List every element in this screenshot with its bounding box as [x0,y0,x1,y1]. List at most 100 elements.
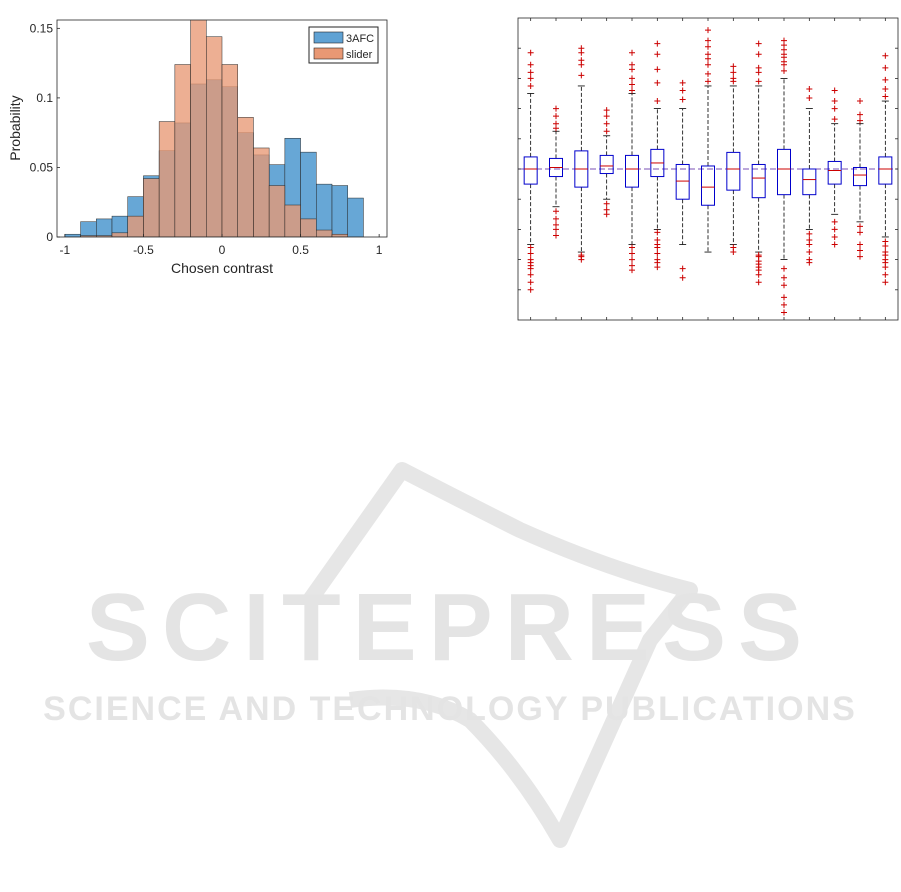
boxplot-outlier [806,241,813,248]
watermark-book-logo [303,462,698,848]
boxplot-outlier [603,211,610,218]
boxplot-outlier [654,98,661,105]
boxplot-outlier [882,279,889,286]
histogram-y-tick-label: 0.1 [36,91,53,105]
boxplot-outlier [705,27,711,34]
boxplot-outlier [527,82,534,89]
boxplot-outlier [553,226,559,233]
histogram-bar-slider-13 [268,185,286,237]
boxplot-outlier [527,271,534,278]
boxplot-outlier [882,271,889,278]
boxplot-outlier [705,37,711,44]
histogram-bar-3afc-16 [316,183,333,237]
boxplot-outlier [679,274,686,281]
boxplot-outlier [857,223,863,230]
boxplot-outlier [629,75,635,82]
boxplot-outlier [527,75,534,82]
histogram-bar-slider-15 [300,218,317,237]
boxplot-outlier [527,265,534,272]
boxplot-outlier [882,93,889,100]
histogram-x-tick-label: -1 [60,243,71,257]
boxplot-box-1 [523,156,538,185]
boxplot-outlier [882,243,889,250]
boxplot-outlier [755,51,762,58]
legend-label-slider: slider [346,49,373,61]
boxplot-box-9 [726,151,741,191]
boxplot-outlier [527,61,534,68]
boxplot-box-10 [751,163,766,199]
boxplot-outlier [806,249,813,256]
boxplot-outlier [654,229,661,236]
histogram-bar-3afc-2 [96,218,113,237]
boxplot-outlier [857,98,863,105]
boxplot-outlier [603,128,610,135]
histogram-chart: -1 -0.5 0 0.5 100.050.10.15 Chosen contrast … [7,19,388,276]
boxplot-box-5 [625,154,639,188]
boxplot-outlier [527,250,534,257]
boxplot-outlier [603,200,610,207]
histogram-bar-slider-4 [127,215,144,237]
boxplot-box-11 [777,148,791,196]
boxplot-outlier [882,76,889,83]
boxplot-outlier [857,229,863,236]
boxplot-outlier [629,250,635,257]
histogram-bar-3afc-0 [64,233,81,237]
boxplot-outlier [755,279,762,286]
boxplot-outlier [755,64,762,71]
boxplot-outlier [553,105,559,112]
histogram-bar-slider-17 [331,233,348,237]
legend-swatch-slider [313,47,344,60]
boxplot-outlier [857,247,863,254]
boxplot-box-12 [802,168,817,196]
boxplot-outlier [679,79,686,86]
legend-swatch-3afc [313,31,344,44]
boxplot-outlier [882,64,889,71]
boxplot-outlier [527,49,534,56]
boxplot-outlier [831,98,838,105]
boxplot-outlier [679,87,686,94]
histogram-bar-slider-8 [190,20,207,237]
boxplot-outlier [654,250,661,257]
boxplot-outlier [730,75,737,82]
boxplot-outlier [806,95,813,102]
histogram-bar-slider-7 [174,64,191,237]
boxplot-outlier [654,79,661,86]
boxplot-outlier [781,282,787,289]
histogram-bar-3afc-17 [331,185,348,237]
boxplot-chart [517,17,899,321]
boxplot-outlier [527,69,534,76]
boxplot-outlier [857,111,863,118]
boxplot-outlier [578,72,585,79]
boxplot-outlier [654,40,661,47]
boxplot-outlier [781,37,787,44]
boxplot-outlier [806,85,813,92]
boxplot-outlier [679,265,686,272]
boxplot-outlier [705,70,711,77]
boxplot-box-13 [827,160,842,185]
histogram-y-tick-label: 0.15 [30,21,54,35]
histogram-bar-slider-10 [221,64,238,237]
boxplot-outlier [603,107,610,114]
boxplot-outlier [553,208,559,215]
boxplot-axes [517,17,899,321]
histogram-legend: 3AFC slider [308,26,379,64]
boxplot-outlier [730,63,737,70]
boxplot-outlier [553,113,559,120]
boxplot-box-14 [853,166,867,187]
boxplot-outlier [857,241,863,248]
histogram-bar-slider-9 [206,36,223,237]
boxplot-outlier [781,309,787,316]
boxplot-outlier [654,51,661,58]
histogram-bar-3afc-18 [347,197,364,237]
boxplot-outlier [781,274,787,281]
histogram-bar-slider-6 [158,121,176,237]
histogram-bar-3afc-1 [80,221,97,237]
boxplot-content [518,27,898,316]
histogram-x-axis-label: Chosen contrast [171,260,273,276]
boxplot-outlier [781,67,787,74]
histogram-y-tick-label: 0.05 [30,160,54,174]
histogram-y-axis-label: Probability [7,95,23,160]
boxplot-outlier [857,253,863,260]
histogram-x-tick-label: -0.5 [133,243,154,257]
